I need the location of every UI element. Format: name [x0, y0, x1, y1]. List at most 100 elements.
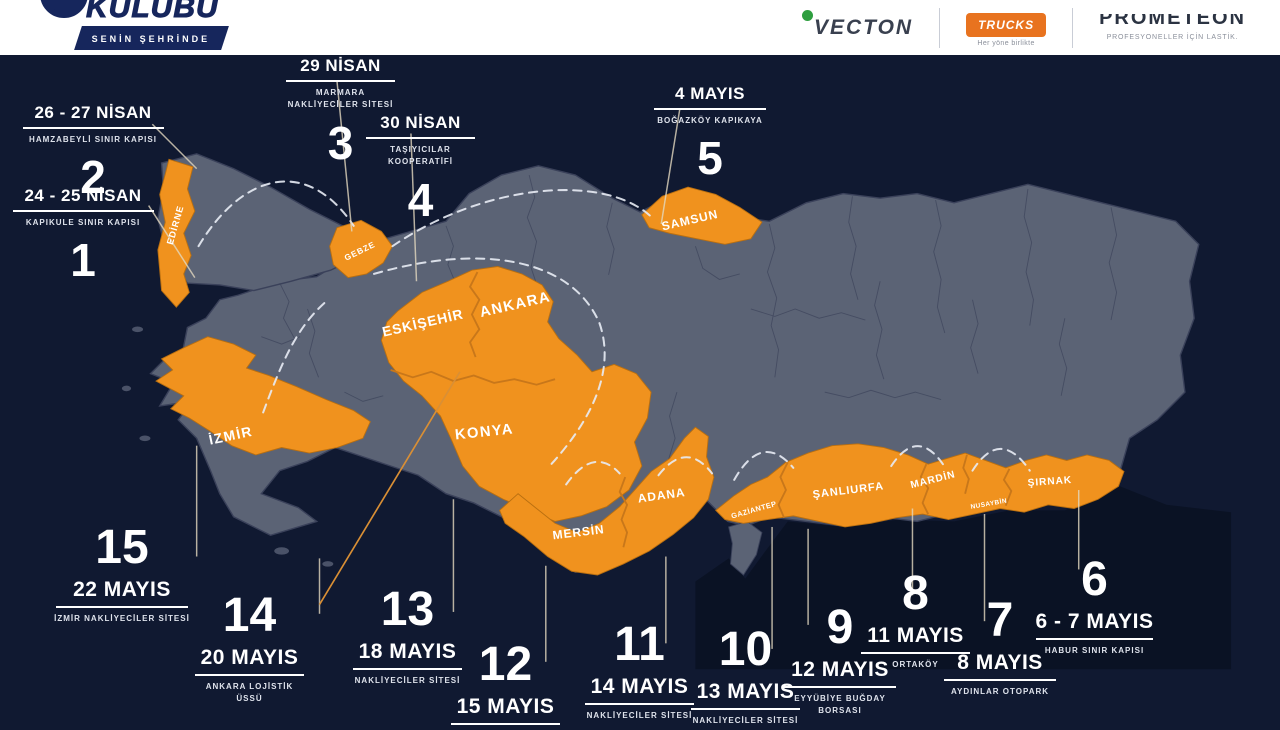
club-name: KULÜBÜ — [86, 0, 219, 25]
stop-7-callout: 7 8 MAYIS AYDINLAR OTOPARK — [940, 597, 1060, 698]
sponsor-logos: VECTON TRUCKS Her yöne birlikte PROMETEO… — [801, 0, 1246, 55]
stop-13-number: 13 — [380, 583, 435, 636]
stop-5-callout: 4 MAYIS BOĞAZKÖY KAPIKAYA 5 — [650, 84, 770, 181]
stop-1-underline — [12, 210, 154, 212]
stop-12-date: 15 MAYIS — [456, 695, 555, 718]
stop-11-callout: 11 14 MAYIS NAKLİYECİLER SİTESİ — [582, 621, 697, 722]
stop-15-underline — [56, 606, 188, 608]
turkey-map-svg: EDİRNE GEBZE SAMSUN ESKİŞEHİR ANKARA KON… — [121, 81, 1232, 670]
stop-4-venue: TAŞIYICILAR KOOPERATİFİ — [387, 145, 454, 167]
stop-11-underline — [585, 703, 694, 705]
stop-7-venue: AYDINLAR OTOPARK — [950, 687, 1050, 696]
stop-2-underline — [22, 127, 164, 129]
stop-14-underline — [195, 674, 304, 676]
stop-2-date: 26 - 27 NİSAN — [34, 103, 152, 122]
stop-10-callout: 10 13 MAYIS NAKLİYECİLER SİTESİ — [688, 626, 803, 727]
map-canvas: EDİRNE GEBZE SAMSUN ESKİŞEHİR ANKARA KON… — [0, 55, 1280, 725]
stop-6-underline — [1035, 638, 1154, 640]
stop-3-venue: MARMARA NAKLİYECİLER SİTESİ — [287, 88, 394, 110]
trucks-tagline: Her yöne birlikte — [977, 39, 1035, 47]
divider — [1072, 7, 1074, 48]
prometeon-logo: PROMETEON PROFESYONELLER İÇİN LASTİK. — [1099, 14, 1246, 41]
stop-9-number: 9 — [826, 601, 854, 654]
stop-1-date: 24 - 25 NİSAN — [24, 186, 142, 205]
stop-1-venue: KAPIKULE SINIR KAPISI — [25, 218, 141, 227]
province-borders-orange — [390, 271, 1013, 548]
stop-3-underline — [286, 80, 395, 82]
route-dashed-lines — [197, 180, 1031, 486]
stop-2-callout: 26 - 27 NİSAN HAMZABEYLİ SINIR KAPISI 2 — [18, 103, 168, 200]
province-label-konya: KONYA — [454, 421, 514, 443]
club-logo: KULÜBÜ SENİN ŞEHRİNDE — [34, 0, 264, 55]
stop-3-callout: 29 NİSAN MARMARA NAKLİYECİLER SİTESİ 3 — [283, 56, 398, 166]
stop-13-venue: NAKLİYECİLER SİTESİ — [354, 676, 461, 685]
divider — [939, 7, 941, 48]
stop-10-underline — [691, 708, 800, 710]
stop-2-venue: HAMZABEYLİ SINIR KAPISI — [29, 135, 157, 144]
stop-3-number: 3 — [327, 116, 354, 169]
club-emblem-icon — [40, 0, 88, 18]
stop-6-callout: 6 6 - 7 MAYIS HABUR SINIR KAPISI — [1032, 556, 1157, 657]
stop-8-venue: ORTAKÖY — [892, 660, 939, 669]
prometeon-name-clip: PROMETEON — [1099, 14, 1246, 29]
stop-4-date: 30 NİSAN — [380, 113, 461, 132]
vecton-dot-icon — [801, 9, 813, 21]
stop-12-callout: 12 15 MAYIS — [448, 641, 563, 730]
stop-14-number: 14 — [222, 589, 277, 642]
stop-9-underline — [783, 686, 897, 688]
province-label-mersin: MERSİN — [552, 521, 606, 542]
province-borders-gray — [261, 174, 1118, 463]
stop-14-venue: ANKARA LOJİSTİK ÜSSÜ — [205, 682, 294, 704]
header-bar: KULÜBÜ SENİN ŞEHRİNDE VECTON TRUCKS Her … — [0, 0, 1280, 55]
callout-connector-lines — [148, 81, 1080, 662]
stop-15-number: 15 — [95, 521, 149, 574]
province-samsun-shape — [641, 186, 763, 245]
stop-11-number: 11 — [614, 618, 665, 671]
trucks-badge: TRUCKS — [966, 12, 1047, 37]
stop-8-underline — [861, 652, 970, 654]
vecton-name: VECTON — [813, 15, 914, 39]
stop-9-venue: EYYÜBİYE BUĞDAY BORSASI — [794, 694, 886, 716]
stop-5-date: 4 MAYIS — [675, 84, 745, 103]
stop-1-callout: 24 - 25 NİSAN KAPIKULE SINIR KAPISI 1 — [8, 186, 158, 283]
stop-4-underline — [366, 137, 475, 139]
stop-15-callout: 15 22 MAYIS İZMİR NAKLİYECİLER SİTESİ — [52, 524, 192, 625]
stop-13-date: 18 MAYIS — [358, 640, 457, 663]
stop-14-date: 20 MAYIS — [200, 646, 299, 669]
stop-9-callout: 9 12 MAYIS EYYÜBİYE BUĞDAY BORSASI — [780, 604, 900, 718]
stop-10-venue: NAKLİYECİLER SİTESİ — [692, 716, 799, 725]
province-label-adana: ADANA — [637, 485, 686, 506]
stop-7-date: 8 MAYIS — [957, 651, 1043, 674]
stop-8-callout: 8 11 MAYIS ORTAKÖY — [858, 570, 973, 671]
province-izmir-shape — [155, 336, 371, 456]
province-gebze-shape — [329, 219, 394, 279]
province-southeast-band-shape — [715, 443, 1125, 528]
stop-10-date: 13 MAYIS — [696, 680, 795, 703]
club-tagline: SENİN ŞEHRİNDE — [91, 34, 211, 44]
club-tagline-banner: SENİN ŞEHRİNDE — [74, 26, 229, 50]
province-mersin-adana-shape — [499, 426, 715, 576]
trucks-logo: TRUCKS Her yöne birlikte — [966, 12, 1047, 47]
stop-14-callout: 14 20 MAYIS ANKARA LOJİSTİK ÜSSÜ — [192, 592, 307, 706]
stop-10-number: 10 — [718, 623, 773, 676]
aegean-islands — [121, 326, 334, 567]
stop-2-number: 2 — [80, 151, 106, 204]
province-central-cluster-shape — [380, 266, 652, 522]
stop-9-date: 12 MAYIS — [791, 658, 889, 681]
stop-6-number: 6 — [1081, 553, 1108, 606]
stop-1-number: 1 — [70, 234, 96, 287]
stop-5-venue: BOĞAZKÖY KAPIKAYA — [657, 116, 763, 125]
stop-6-venue: HABUR SINIR KAPISI — [1044, 646, 1145, 655]
stop-7-number: 7 — [986, 594, 1014, 647]
stop-5-number: 5 — [697, 132, 723, 185]
stop-3-date: 29 NİSAN — [300, 56, 381, 75]
stop-4-number: 4 — [407, 173, 434, 226]
south-dark-region — [695, 486, 1232, 670]
stop-12-underline — [451, 723, 560, 725]
hatay-shape — [728, 520, 763, 576]
stop-15-venue: İZMİR NAKLİYECİLER SİTESİ — [54, 614, 190, 623]
stop-8-date: 11 MAYIS — [867, 624, 964, 647]
stop-11-date: 14 MAYIS — [590, 675, 689, 698]
stop-7-underline — [943, 679, 1057, 681]
stop-5-underline — [653, 108, 767, 110]
